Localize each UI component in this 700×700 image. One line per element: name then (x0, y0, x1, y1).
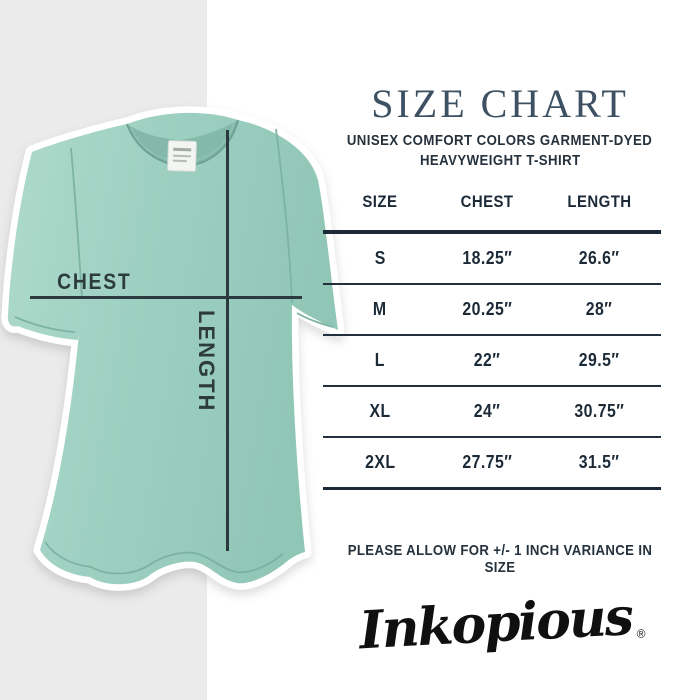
table-row-xl: XL 24″ 30.75″ (323, 387, 661, 436)
row-divider (323, 334, 661, 336)
header-rule (323, 230, 661, 234)
variance-note: PLEASE ALLOW FOR +/- 1 INCH VARIANCE IN … (347, 542, 653, 576)
header-size: SIZE (362, 192, 398, 211)
length-cell: 30.75″ (574, 401, 624, 421)
brand-name: Inkopious (357, 586, 634, 662)
subtitle-line1: UNISEX COMFORT COLORS GARMENT-DYED (347, 132, 653, 149)
size-table: SIZE CHEST LENGTH S 18.25″ 26.6″ M 20.25… (323, 192, 661, 490)
right-armhole-seam (275, 128, 293, 304)
length-cell: 26.6″ (578, 248, 620, 268)
length-cell: 29.5″ (578, 350, 620, 370)
chest-cell: 27.75″ (462, 452, 512, 472)
table-row-s: S 18.25″ 26.6″ (323, 234, 661, 283)
chest-label: CHEST (52, 269, 137, 295)
bottom-hem-stitch (44, 541, 284, 575)
length-measure-line (226, 130, 229, 551)
length-cell: 31.5″ (578, 452, 620, 472)
size-cell: S (374, 248, 386, 268)
size-cell: XL (369, 401, 391, 421)
table-bottom-rule (323, 487, 661, 490)
page-title: SIZE CHART (371, 81, 629, 126)
size-cell: M (373, 299, 387, 319)
length-label: LENGTH (194, 310, 219, 413)
table-row-l: L 22″ 29.5″ (323, 336, 661, 385)
chest-measure-line (30, 296, 302, 299)
subtitle: UNISEX COMFORT COLORS GARMENT-DYED HEAVY… (310, 131, 690, 171)
left-sleeve-hem (14, 316, 76, 333)
care-tag (167, 140, 197, 172)
row-divider (323, 385, 661, 387)
size-cell: L (374, 350, 386, 370)
size-chart-panel: SIZE CHART UNISEX COMFORT COLORS GARMENT… (310, 0, 690, 700)
table-row-m: M 20.25″ 28″ (323, 285, 661, 334)
length-cell: 28″ (585, 299, 613, 319)
table-header-row: SIZE CHEST LENGTH (323, 192, 661, 230)
right-sleeve-hem (296, 312, 334, 328)
subtitle-line2: HEAVYWEIGHT T-SHIRT (419, 152, 581, 169)
chest-cell: 20.25″ (462, 299, 512, 319)
chest-cell: 24″ (473, 401, 501, 421)
chest-label-text: CHEST (57, 269, 132, 294)
header-chest: CHEST (460, 192, 514, 211)
chest-cell: 22″ (473, 350, 501, 370)
header-length: LENGTH (566, 192, 632, 211)
tshirt-image (1, 106, 345, 591)
table-row-2xl: 2XL 27.75″ 31.5″ (323, 438, 661, 487)
left-armhole-seam (70, 147, 83, 299)
row-divider (323, 283, 661, 285)
row-divider (323, 436, 661, 438)
registered-mark: ® (636, 626, 646, 641)
tshirt-body (1, 106, 345, 591)
size-cell: 2XL (364, 452, 396, 472)
chest-cell: 18.25″ (462, 248, 512, 268)
brand-logo: Inkopious ® (309, 583, 692, 664)
